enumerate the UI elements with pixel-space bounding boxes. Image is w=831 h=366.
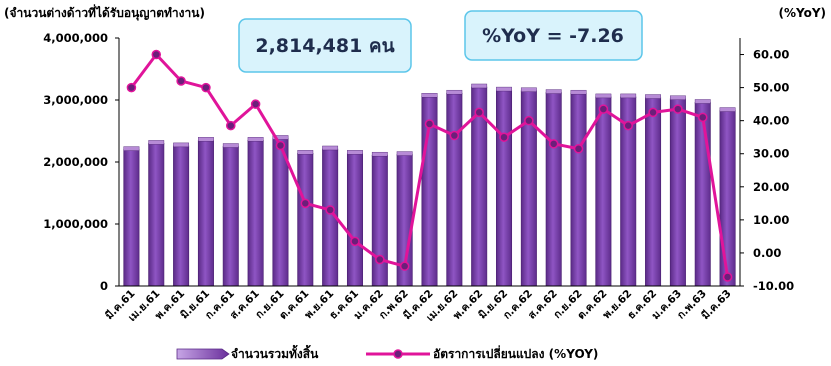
bar — [669, 98, 686, 287]
legend: จำนวนรวมทั้งสิ้น อัตราการเปลี่ยนแปลง (%Y… — [176, 344, 598, 361]
bar-top — [272, 135, 289, 140]
total-callout: 2,814,481 คน — [238, 18, 412, 73]
bar — [595, 96, 612, 287]
category-labels: มี.ค.61เม.ย.61พ.ค.61มิ.ย.61ก.ค.61ส.ค.61ก… — [102, 287, 733, 324]
bar — [346, 153, 363, 287]
right-tick-label: 40.00 — [753, 114, 789, 128]
right-tick-label: -10.00 — [753, 279, 794, 293]
right-tick-label: 60.00 — [753, 48, 789, 62]
bar — [123, 149, 140, 287]
bar — [297, 153, 314, 287]
yoy-point — [573, 144, 584, 154]
bar — [148, 143, 165, 287]
bar-top — [297, 150, 314, 155]
yoy-point — [598, 104, 609, 114]
yoy-point — [226, 120, 236, 131]
bar-top — [322, 145, 339, 151]
yoy-point — [250, 99, 261, 109]
yoy-callout: %YoY = -7.26 — [464, 10, 643, 61]
left-axis-ticks: 0 1,000,000 2,000,000 3,000,000 4,000,000 — [43, 31, 119, 293]
bar-top — [645, 94, 661, 99]
bar — [446, 92, 463, 287]
right-tick-label: 30.00 — [753, 147, 789, 161]
bar-top — [371, 151, 388, 157]
bar — [222, 146, 239, 287]
yoy-point — [548, 139, 559, 149]
yoy-point — [176, 76, 186, 86]
right-tick-label: 50.00 — [753, 81, 789, 95]
left-tick-label: 0 — [100, 279, 108, 293]
left-tick-label: 3,000,000 — [43, 93, 108, 107]
right-tick-label: 10.00 — [753, 213, 789, 227]
yoy-point — [151, 49, 162, 60]
yoy-line-series — [126, 49, 733, 282]
bar — [247, 140, 264, 287]
legend-bar-swatch — [176, 348, 230, 360]
bar — [694, 102, 711, 287]
bar-top — [396, 151, 413, 156]
yoy-point — [673, 104, 683, 114]
legend-bar-label: จำนวนรวมทั้งสิ้น — [231, 344, 319, 361]
right-tick-label: 0.00 — [753, 246, 781, 260]
bar — [371, 154, 388, 287]
legend-line-label: อัตราการเปลี่ยนแปลง (%YOY) — [433, 345, 598, 361]
yoy-point — [375, 254, 385, 265]
yoy-point — [275, 140, 286, 151]
bar-top — [694, 99, 711, 104]
yoy-point — [648, 107, 658, 118]
yoy-point — [499, 132, 509, 142]
left-tick-label: 2,000,000 — [43, 155, 108, 169]
bar-top — [520, 87, 537, 92]
left-axis-title: (จำนวนต่างด้าวที่ได้รับอนุญาตทำงาน) — [4, 4, 205, 21]
left-tick-label: 4,000,000 — [43, 31, 108, 45]
bar-top — [347, 150, 363, 155]
bar — [173, 145, 190, 287]
yoy-point — [325, 205, 335, 215]
bar-top — [222, 143, 239, 148]
bar-series — [123, 83, 736, 287]
yoy-callout-text: %YoY = -7.26 — [482, 25, 624, 47]
bar-top — [719, 107, 736, 112]
bar — [496, 89, 513, 287]
total-callout-text: 2,814,481 คน — [255, 35, 394, 57]
bar-top — [471, 83, 488, 89]
bar — [197, 140, 214, 287]
bar-top — [148, 140, 165, 145]
bar-top — [595, 93, 612, 99]
bar-top — [247, 137, 264, 142]
yoy-point — [399, 261, 410, 271]
yoy-point — [300, 198, 311, 209]
bar-top — [173, 142, 190, 148]
left-tick-label: 1,000,000 — [43, 217, 108, 231]
right-axis-title: (%YoY) — [778, 6, 826, 20]
yoy-point — [201, 82, 211, 93]
yoy-point — [424, 119, 435, 129]
yoy-point — [474, 107, 484, 118]
bar — [719, 110, 736, 287]
yoy-point — [524, 115, 534, 126]
bar-top — [545, 89, 562, 94]
bar-top — [446, 89, 463, 95]
bar-top — [620, 93, 637, 99]
bar — [570, 92, 587, 287]
right-tick-label: 20.00 — [753, 180, 789, 194]
bar-top — [123, 146, 140, 151]
bar-top — [496, 86, 512, 92]
bar-top — [198, 137, 214, 142]
yoy-point — [722, 272, 733, 282]
legend-line-marker — [393, 349, 403, 359]
bar-top — [421, 93, 438, 98]
yoy-point — [623, 120, 633, 131]
bar-top — [570, 89, 587, 95]
bar — [645, 97, 662, 287]
yoy-point — [697, 112, 708, 123]
right-axis-ticks: -10.00 0.00 10.00 20.00 30.00 40.00 50.00 60.00 — [740, 48, 794, 293]
yoy-point — [350, 236, 360, 247]
yoy-point — [449, 130, 460, 141]
yoy-point — [126, 82, 137, 93]
bar — [545, 92, 562, 287]
bar-top — [669, 95, 686, 100]
